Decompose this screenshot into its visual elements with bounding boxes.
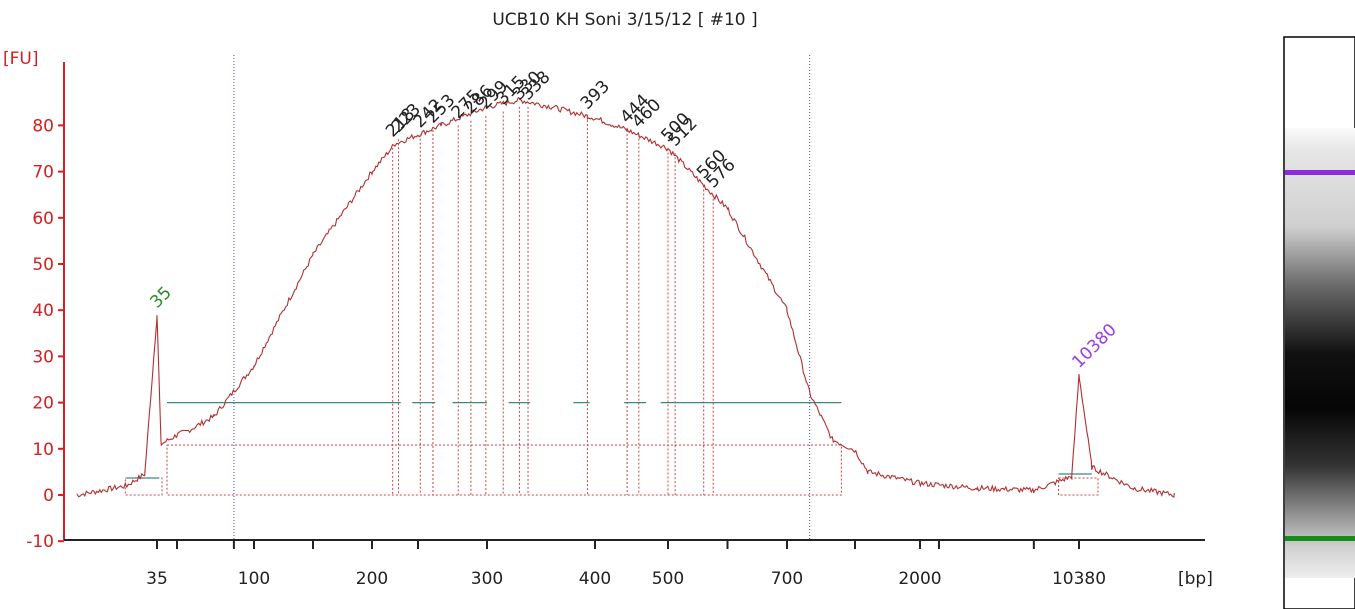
chart-title: UCB10 KH Soni 3/15/12 [ #10 ] bbox=[492, 10, 757, 30]
peak-label: 10380 bbox=[1068, 320, 1120, 372]
x-axis-unit: [bp] bbox=[1178, 569, 1213, 589]
x-tick-label: 700 bbox=[771, 569, 803, 589]
y-tick-label: 50 bbox=[32, 255, 54, 275]
y-tick-label: 70 bbox=[32, 163, 54, 183]
y-tick-label: -10 bbox=[26, 532, 54, 552]
peak-label: 393 bbox=[577, 77, 614, 114]
x-tick-label: 2000 bbox=[898, 569, 941, 589]
x-tick-label: 300 bbox=[471, 569, 503, 589]
y-tick-label: 20 bbox=[32, 394, 54, 414]
y-axis-unit: [FU] bbox=[3, 49, 39, 69]
x-tick-label: 100 bbox=[238, 569, 270, 589]
x-tick-label: 500 bbox=[652, 569, 684, 589]
x-tick-label: 400 bbox=[579, 569, 611, 589]
x-tick-label: 35 bbox=[146, 569, 168, 589]
x-tick-label: 200 bbox=[356, 569, 388, 589]
peak-label: 35 bbox=[146, 283, 175, 312]
y-tick-label: 30 bbox=[32, 347, 54, 367]
y-tick-label: 10 bbox=[32, 440, 54, 460]
smear-region bbox=[166, 444, 842, 496]
y-tick-label: 0 bbox=[43, 486, 54, 506]
y-tick-label: 40 bbox=[32, 301, 54, 321]
peak-region bbox=[1058, 477, 1099, 496]
peak-region bbox=[124, 477, 163, 496]
y-tick-label: 80 bbox=[32, 116, 54, 136]
gel-lane bbox=[1283, 36, 1355, 609]
y-tick-label: 60 bbox=[32, 209, 54, 229]
signal-trace bbox=[76, 96, 1175, 498]
gel-smear bbox=[1285, 128, 1355, 578]
x-tick-label: 10380 bbox=[1052, 569, 1106, 589]
lower-marker-band bbox=[1285, 536, 1355, 541]
upper-marker-band bbox=[1285, 170, 1355, 175]
